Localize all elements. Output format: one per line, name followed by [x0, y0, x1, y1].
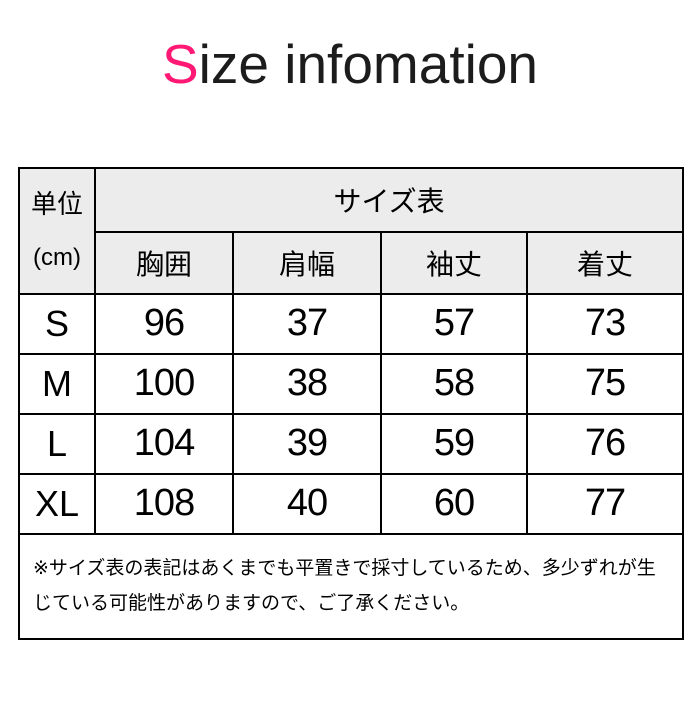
column-header-length: 着丈: [525, 230, 685, 295]
cell-shoulder: 38: [232, 352, 382, 415]
cell-sleeve: 60: [380, 472, 528, 535]
page-title-accent-letter: S: [161, 33, 199, 95]
table-row-l: L 104 39 59 76: [18, 412, 685, 475]
cell-length: 76: [525, 412, 685, 475]
size-table: 单位 (cm) サイズ表 胸囲 肩幅 袖丈 着丈 S 96 37 57 73 M…: [17, 166, 685, 640]
cell-chest: 100: [94, 352, 234, 415]
cell-chest: 104: [94, 412, 234, 475]
unit-label: 单位: [30, 188, 83, 219]
measurement-disclaimer-note: ※サイズ表の表記はあくまでも平置きで採寸しているため、多少ずれが生じている可能性…: [17, 532, 685, 640]
cell-length: 77: [525, 472, 685, 535]
column-header-chest: 胸囲: [94, 230, 234, 295]
cell-length: 75: [525, 352, 685, 415]
page-title-rest: ize infomation: [198, 33, 539, 95]
cell-chest: 108: [94, 472, 234, 535]
table-column-header-row: 胸囲 肩幅 袖丈 着丈: [19, 230, 685, 295]
table-row-xl: XL 108 40 60 77: [18, 472, 685, 535]
table-header-row-group: 单位 (cm) サイズ表: [18, 166, 685, 295]
cell-shoulder: 39: [232, 412, 382, 475]
column-header-sleeve: 袖丈: [380, 230, 528, 295]
page-title: Size infomation: [0, 34, 700, 95]
cell-shoulder: 40: [232, 472, 382, 535]
table-title-cell: サイズ表: [93, 166, 685, 233]
cell-sleeve: 59: [380, 412, 528, 475]
cell-shoulder: 37: [232, 292, 382, 355]
table-row-m: M 100 38 58 75: [18, 352, 685, 415]
cell-chest: 96: [94, 292, 234, 355]
unit-cell: 单位 (cm): [18, 166, 96, 295]
size-label: S: [18, 292, 96, 355]
table-note-row: ※サイズ表の表記はあくまでも平置きで採寸しているため、多少ずれが生じている可能性…: [17, 532, 685, 640]
size-label: L: [18, 412, 96, 475]
size-label: M: [18, 352, 96, 415]
cell-sleeve: 58: [380, 352, 528, 415]
cell-sleeve: 57: [380, 292, 528, 355]
unit-sub-label: (cm): [33, 243, 81, 271]
column-header-shoulder: 肩幅: [232, 230, 382, 295]
cell-length: 73: [525, 292, 685, 355]
size-label: XL: [18, 472, 96, 535]
table-row-s: S 96 37 57 73: [18, 292, 685, 355]
